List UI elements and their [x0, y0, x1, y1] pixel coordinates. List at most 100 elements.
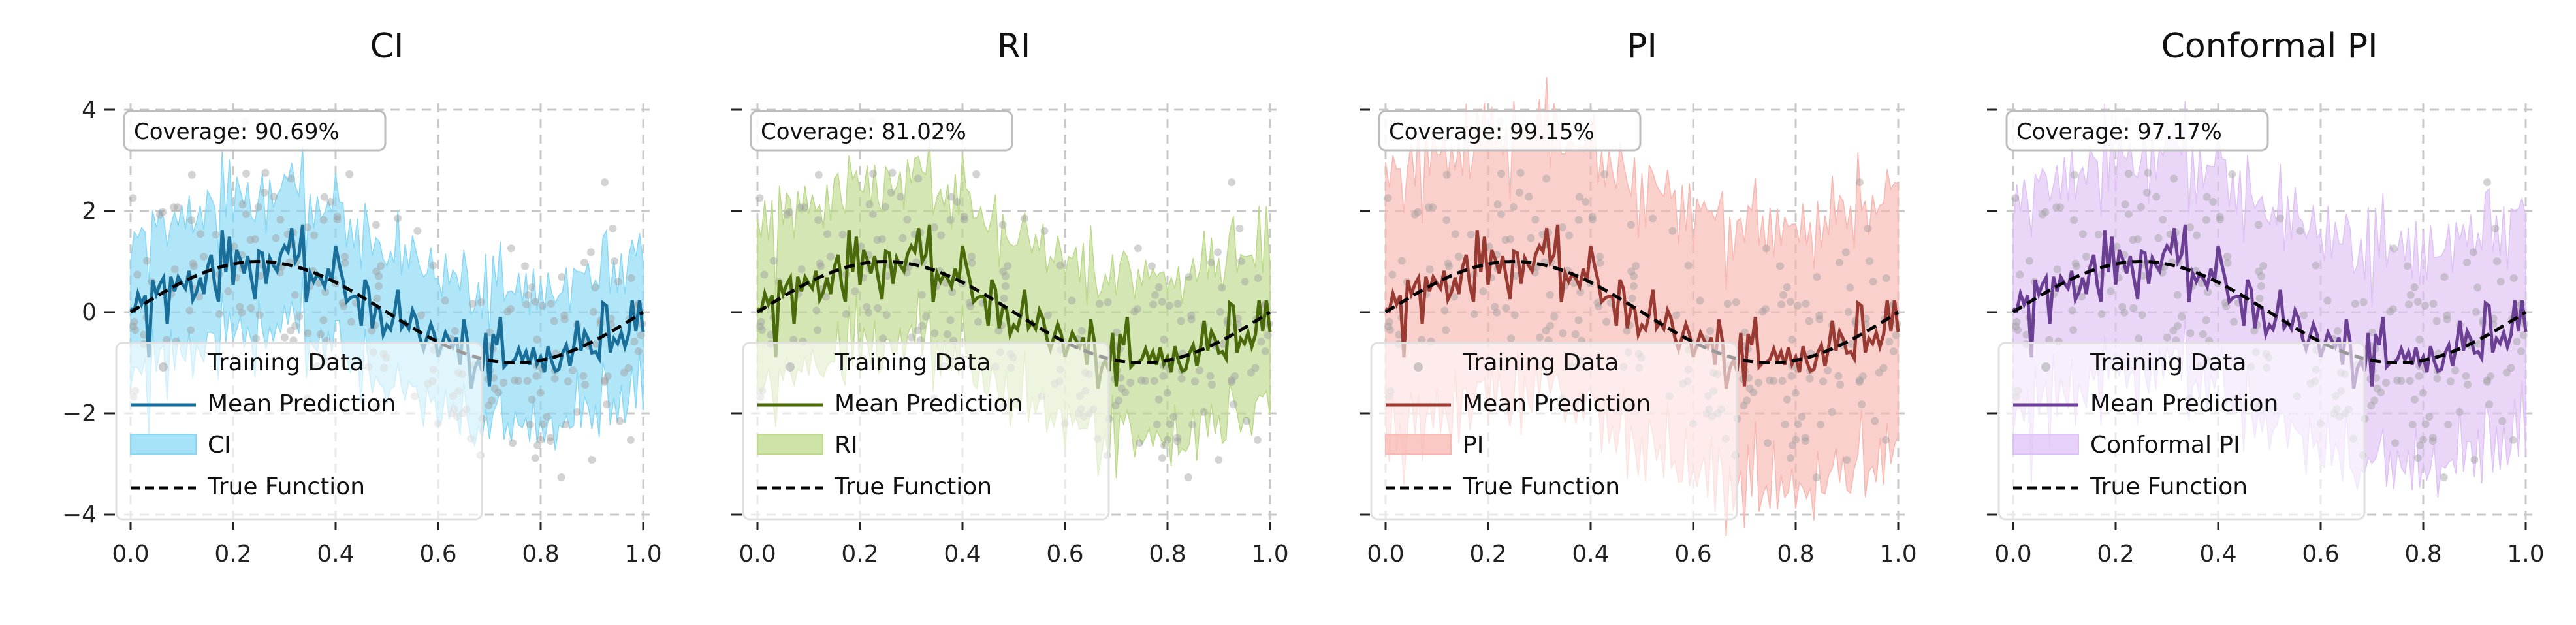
- training-point: [185, 306, 194, 315]
- training-point: [550, 317, 558, 325]
- training-point: [2135, 334, 2143, 343]
- training-point: [2413, 298, 2422, 306]
- training-point: [2138, 311, 2146, 319]
- training-point: [1397, 257, 1406, 265]
- training-point: [532, 372, 541, 380]
- training-point: [1858, 372, 1867, 380]
- training-point: [2257, 272, 2266, 280]
- training-point: [1546, 291, 1554, 299]
- training-point: [1160, 441, 1169, 450]
- training-point: [1095, 300, 1104, 308]
- training-point: [2052, 203, 2061, 212]
- legend-label: Mean Prediction: [2090, 391, 2278, 417]
- training-point: [130, 317, 138, 326]
- training-point: [1841, 248, 1850, 257]
- training-point: [523, 377, 532, 385]
- training-point: [2483, 376, 2491, 385]
- training-point: [2014, 326, 2022, 334]
- training-point: [1668, 227, 1677, 235]
- training-point: [1706, 327, 1714, 335]
- training-point: [2493, 257, 2502, 266]
- training-point: [769, 257, 778, 265]
- training-point: [1425, 203, 1433, 212]
- training-point: [2432, 317, 2441, 325]
- training-point: [377, 262, 385, 270]
- training-point: [2333, 327, 2342, 335]
- training-point: [821, 293, 830, 301]
- training-point: [2419, 436, 2427, 444]
- training-point: [1509, 202, 1518, 211]
- training-point: [1869, 278, 1877, 286]
- training-point: [2483, 178, 2491, 187]
- training-point: [1257, 338, 1265, 345]
- training-point: [1777, 300, 1786, 309]
- training-point: [564, 377, 572, 386]
- training-point: [1574, 316, 1583, 325]
- training-point: [242, 170, 250, 178]
- training-point: [1451, 230, 1459, 238]
- training-point: [1215, 456, 1223, 464]
- coverage-label: Coverage: 97.17%: [2016, 119, 2222, 145]
- training-point: [1542, 174, 1551, 183]
- training-point: [1856, 377, 1864, 386]
- training-point: [1137, 376, 1146, 385]
- training-point: [187, 326, 195, 334]
- x-tick-label: 0.2: [841, 541, 878, 568]
- training-point: [1776, 262, 1784, 270]
- training-point: [2446, 377, 2455, 386]
- training-point: [2443, 315, 2451, 323]
- training-point: [1166, 420, 1174, 428]
- training-point: [2216, 212, 2224, 221]
- training-point: [2129, 236, 2137, 244]
- training-point: [310, 231, 319, 240]
- training-point: [2137, 202, 2145, 211]
- training-point: [946, 316, 955, 325]
- legend-marker-training: [786, 362, 795, 372]
- training-point: [814, 326, 822, 334]
- training-point: [1235, 224, 1244, 232]
- training-point: [2498, 417, 2507, 425]
- training-point: [1501, 236, 1510, 244]
- training-point: [230, 242, 238, 251]
- training-point: [1892, 331, 1900, 340]
- training-point: [2159, 216, 2167, 224]
- training-point: [242, 210, 250, 218]
- training-point: [1755, 379, 1763, 387]
- training-point: [1163, 389, 1171, 397]
- training-point: [1623, 327, 1631, 335]
- training-point: [797, 265, 806, 274]
- x-tick-label: 0.0: [739, 541, 776, 568]
- training-point: [881, 202, 889, 211]
- training-point: [2470, 456, 2479, 464]
- legend-label: CI: [208, 432, 231, 458]
- training-point: [276, 216, 285, 224]
- training-point: [2202, 193, 2211, 201]
- x-tick-label: 1.0: [624, 541, 661, 568]
- training-point: [494, 388, 503, 396]
- training-point: [1196, 366, 1203, 375]
- training-point: [579, 372, 588, 380]
- training-point: [1228, 178, 1235, 187]
- x-tick-label: 0.6: [2302, 541, 2339, 568]
- training-point: [1813, 273, 1821, 281]
- x-tick-label: 0.4: [944, 541, 981, 568]
- legend-label: Mean Prediction: [1463, 391, 1651, 417]
- training-point: [1251, 364, 1260, 372]
- legend-box: [1370, 342, 1738, 521]
- training-point: [224, 287, 232, 296]
- training-point: [1745, 384, 1754, 393]
- training-point: [1778, 377, 1787, 385]
- training-point: [1571, 330, 1580, 338]
- training-point: [1491, 302, 1499, 311]
- training-point: [968, 253, 976, 261]
- training-point: [557, 473, 565, 481]
- training-point: [2406, 291, 2415, 299]
- training-point: [2223, 259, 2232, 267]
- training-point: [511, 376, 519, 385]
- training-point: [878, 235, 886, 244]
- training-point: [888, 168, 897, 177]
- training-point: [2016, 270, 2024, 279]
- training-point: [238, 200, 247, 209]
- training-point: [2133, 235, 2142, 244]
